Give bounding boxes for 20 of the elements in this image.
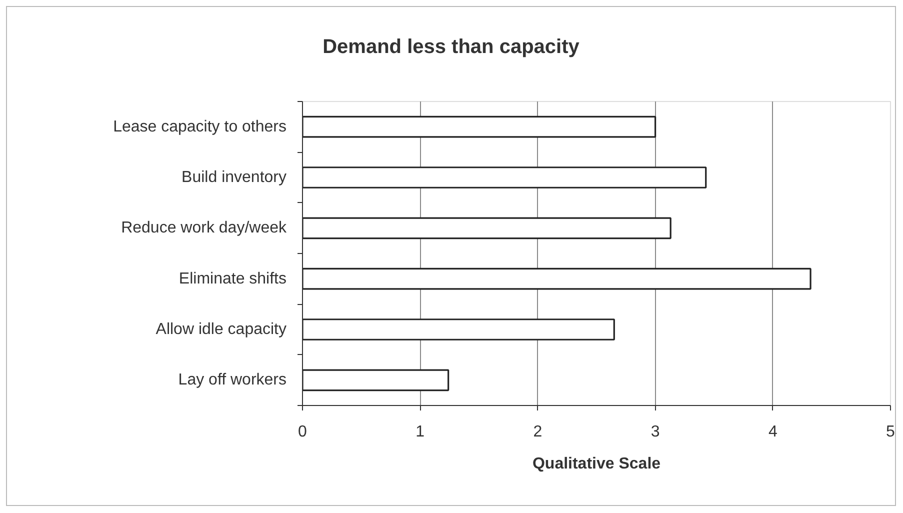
x-tick-label: 2 xyxy=(533,424,542,440)
x-tick-label: 4 xyxy=(768,424,778,440)
y-tick-label: Lease capacity to others xyxy=(113,118,286,136)
bar xyxy=(302,116,656,138)
x-axis-title: Qualitative Scale xyxy=(532,456,661,472)
bar xyxy=(302,318,615,340)
bar xyxy=(302,268,812,290)
bar xyxy=(302,369,450,392)
x-tick-label: 1 xyxy=(416,424,425,440)
y-tick-label: Allow idle capacity xyxy=(156,321,287,338)
x-tick-label: 3 xyxy=(650,424,660,440)
y-tick-label: Reduce work day/week xyxy=(121,220,288,237)
y-tick-label: Build inventory xyxy=(182,169,287,186)
x-tick-label: 5 xyxy=(886,424,896,440)
chart-title: Demand less than capacity xyxy=(322,35,580,60)
x-tick-label: 0 xyxy=(298,424,308,440)
y-tick-label: Lay off workers xyxy=(178,372,287,389)
bar xyxy=(302,217,672,240)
y-tick-label: Eliminate shifts xyxy=(178,270,286,288)
bar xyxy=(302,166,707,188)
